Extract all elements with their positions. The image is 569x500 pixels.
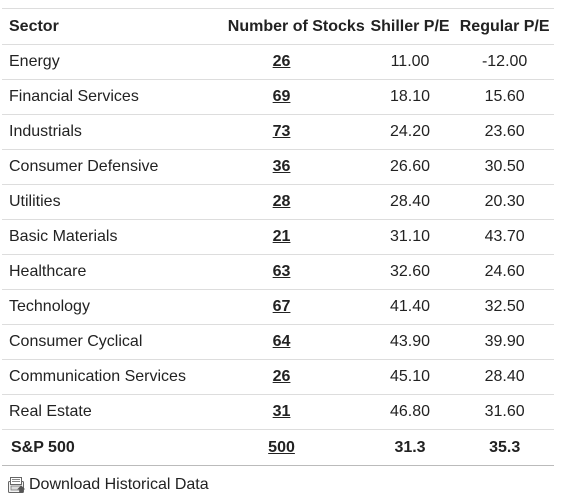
stock-count-link[interactable]: 63 xyxy=(272,263,291,280)
stock-count-link[interactable]: 36 xyxy=(272,158,291,175)
shiller-pe-cell: 18.10 xyxy=(364,79,456,115)
table-row: Healthcare 63 32.60 24.60 xyxy=(2,254,554,290)
stock-count-link[interactable]: 69 xyxy=(272,88,291,105)
table-row: Energy 26 11.00 -12.00 xyxy=(2,44,554,80)
sector-cell: Basic Materials xyxy=(2,219,199,255)
column-header-number-of-stocks[interactable]: Number of Stocks xyxy=(198,8,365,45)
sector-cell: Consumer Cyclical xyxy=(2,324,199,360)
table-row: Utilities 28 28.40 20.30 xyxy=(2,184,554,220)
download-label: Download Historical Data xyxy=(29,476,209,493)
download-historical-data-link[interactable]: Download Historical Data xyxy=(7,474,209,496)
stock-count-cell: 67 xyxy=(198,289,365,325)
regular-pe-cell: 30.50 xyxy=(455,149,554,185)
regular-pe-cell: 28.40 xyxy=(455,359,554,395)
sector-cell: Financial Services xyxy=(2,79,199,115)
sector-pe-table: Sector Number of Stocks Shiller P/E Regu… xyxy=(2,8,554,466)
sector-cell: Utilities xyxy=(2,184,199,220)
table-row: Real Estate 31 46.80 31.60 xyxy=(2,394,554,430)
column-header-number-of-stocks-label: Number of Stocks xyxy=(227,17,365,35)
sector-cell: Energy xyxy=(2,44,199,80)
total-regular-pe-cell: 35.3 xyxy=(455,429,554,466)
stock-count-link[interactable]: 67 xyxy=(272,298,291,315)
regular-pe-cell: 39.90 xyxy=(455,324,554,360)
stock-count-cell: 26 xyxy=(198,44,365,80)
stock-count-cell: 36 xyxy=(198,149,365,185)
table-header-row: Sector Number of Stocks Shiller P/E Regu… xyxy=(2,8,554,45)
stock-count-link[interactable]: 21 xyxy=(272,228,291,245)
regular-pe-cell: 43.70 xyxy=(455,219,554,255)
table-row: Consumer Cyclical 64 43.90 39.90 xyxy=(2,324,554,360)
table-row: Industrials 73 24.20 23.60 xyxy=(2,114,554,150)
stock-count-cell: 21 xyxy=(198,219,365,255)
total-stock-count-cell: 500 xyxy=(198,429,365,466)
sector-cell: Communication Services xyxy=(2,359,199,395)
shiller-pe-cell: 46.80 xyxy=(364,394,456,430)
shiller-pe-cell: 28.40 xyxy=(364,184,456,220)
regular-pe-cell: 31.60 xyxy=(455,394,554,430)
stock-count-link[interactable]: 31 xyxy=(272,403,291,420)
column-header-sector[interactable]: Sector xyxy=(2,8,199,45)
stock-count-cell: 28 xyxy=(198,184,365,220)
total-shiller-pe-cell: 31.3 xyxy=(364,429,456,466)
shiller-pe-cell: 45.10 xyxy=(364,359,456,395)
table-row: Financial Services 69 18.10 15.60 xyxy=(2,79,554,115)
table-row: Basic Materials 21 31.10 43.70 xyxy=(2,219,554,255)
stock-count-cell: 31 xyxy=(198,394,365,430)
table-row: Consumer Defensive 36 26.60 30.50 xyxy=(2,149,554,185)
stock-count-cell: 69 xyxy=(198,79,365,115)
total-stock-count-link[interactable]: 500 xyxy=(268,438,295,456)
sector-cell: Real Estate xyxy=(2,394,199,430)
shiller-pe-cell: 31.10 xyxy=(364,219,456,255)
sector-cell: Technology xyxy=(2,289,199,325)
regular-pe-cell: 20.30 xyxy=(455,184,554,220)
sector-cell: Consumer Defensive xyxy=(2,149,199,185)
table-row: Communication Services 26 45.10 28.40 xyxy=(2,359,554,395)
shiller-pe-cell: 43.90 xyxy=(364,324,456,360)
regular-pe-cell: 23.60 xyxy=(455,114,554,150)
stock-count-link[interactable]: 73 xyxy=(272,123,291,140)
shiller-pe-cell: 32.60 xyxy=(364,254,456,290)
shiller-pe-cell: 26.60 xyxy=(364,149,456,185)
total-sector-cell: S&P 500 xyxy=(2,429,199,466)
regular-pe-cell: 32.50 xyxy=(455,289,554,325)
sector-cell: Healthcare xyxy=(2,254,199,290)
shiller-pe-cell: 11.00 xyxy=(364,44,456,80)
download-icon xyxy=(7,475,27,495)
table-row: Technology 67 41.40 32.50 xyxy=(2,289,554,325)
column-header-shiller-pe[interactable]: Shiller P/E xyxy=(364,8,456,45)
stock-count-link[interactable]: 64 xyxy=(272,333,291,350)
stock-count-link[interactable]: 26 xyxy=(272,53,291,70)
shiller-pe-cell: 24.20 xyxy=(364,114,456,150)
stock-count-cell: 64 xyxy=(198,324,365,360)
regular-pe-cell: 24.60 xyxy=(455,254,554,290)
regular-pe-cell: 15.60 xyxy=(455,79,554,115)
total-row: S&P 500 500 31.3 35.3 xyxy=(2,429,554,466)
stock-count-cell: 63 xyxy=(198,254,365,290)
stock-count-cell: 73 xyxy=(198,114,365,150)
regular-pe-cell: -12.00 xyxy=(455,44,554,80)
shiller-pe-cell: 41.40 xyxy=(364,289,456,325)
stock-count-link[interactable]: 28 xyxy=(272,193,291,210)
sector-cell: Industrials xyxy=(2,114,199,150)
stock-count-link[interactable]: 26 xyxy=(272,368,291,385)
stock-count-cell: 26 xyxy=(198,359,365,395)
column-header-regular-pe[interactable]: Regular P/E xyxy=(455,8,554,45)
